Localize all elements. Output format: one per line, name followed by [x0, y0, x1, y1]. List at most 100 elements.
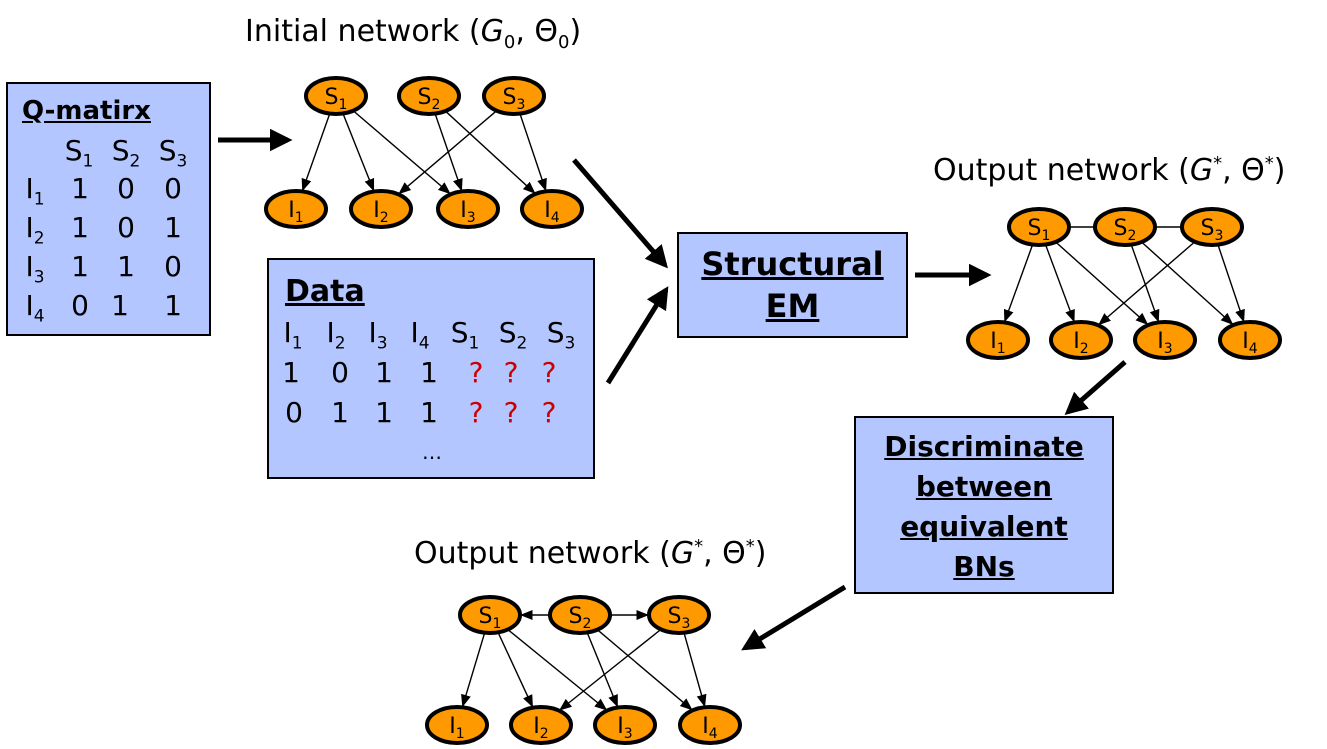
q-row-label: I4 [25, 289, 45, 327]
edge-skill-item [558, 628, 662, 712]
edge-skill-item [497, 632, 534, 708]
data-unknown: ? [468, 396, 484, 429]
q-matrix-header: Q-matirx [22, 96, 151, 126]
discriminate-box: Discriminate between equivalent BNs [854, 416, 1114, 594]
data-col: S2 [498, 316, 528, 354]
data-col: S3 [546, 316, 576, 354]
data-cell: 0 [331, 356, 349, 389]
skill-node [548, 595, 612, 635]
q-cell: 0 [71, 289, 89, 322]
data-cell: 1 [375, 396, 393, 429]
q-cell: 1 [71, 250, 89, 283]
initial-network-title: Initial network (G0, Θ0) [245, 14, 582, 53]
data-cell: 0 [285, 396, 303, 429]
edge-skill-item [596, 629, 694, 711]
q-col-s3: S3 [158, 134, 188, 172]
arrow-output-to-discriminate [1064, 360, 1127, 415]
edge-skill-item [352, 110, 452, 195]
data-cell: 1 [420, 356, 438, 389]
item-node [966, 320, 1030, 360]
edge-skill-item [683, 632, 707, 708]
item-node [678, 705, 742, 745]
skill-node [1093, 207, 1157, 247]
item-node [264, 189, 328, 229]
data-cell: 1 [331, 396, 349, 429]
data-cell: 1 [375, 356, 393, 389]
arrow-discriminate-to-final [741, 584, 847, 651]
edge-skill-item [444, 110, 537, 195]
data-box: Data I1 I2 I3 I4 S1 S2 S3 1 0 1 1 ? ? ? … [267, 258, 595, 479]
q-col-s1: S1 [64, 134, 94, 172]
q-cell: 0 [117, 211, 135, 244]
data-cell: 1 [282, 356, 300, 389]
edge-skill-item [1141, 241, 1234, 326]
item-node [425, 705, 489, 745]
discriminate-line3: equivalent [900, 510, 1068, 543]
data-col: I2 [326, 316, 346, 354]
data-col: I1 [283, 316, 303, 354]
item-node [349, 189, 413, 229]
item-node [436, 189, 500, 229]
skill-node [1180, 207, 1244, 247]
q-cell: 1 [164, 289, 182, 322]
q-cell: 1 [117, 250, 135, 283]
arrow-initial-to-em [572, 158, 668, 269]
edge-skill-item [1217, 244, 1245, 323]
data-unknown: ? [503, 396, 519, 429]
skill-node [647, 595, 711, 635]
edge-skill-item [507, 628, 608, 712]
edge-skill-item [397, 110, 498, 195]
output-network-title-right: Output network (G*, Θ*) [933, 153, 1286, 188]
q-col-s2: S2 [111, 134, 141, 172]
edge-skill-item [1044, 244, 1076, 323]
structural-em-box: Structural EM [677, 232, 908, 338]
edge-skill-item [301, 113, 331, 192]
edge-skill-item [1097, 241, 1196, 326]
data-ellipsis: … [422, 440, 442, 464]
item-node [520, 189, 584, 229]
item-node [593, 705, 657, 745]
structural-em-line2: EM [765, 287, 820, 325]
data-header: Data [285, 274, 365, 309]
q-row-label: I2 [25, 211, 45, 249]
discriminate-line2: between [915, 470, 1053, 503]
discriminate-line4: BNs [953, 550, 1015, 583]
skill-node [304, 76, 368, 116]
skill-node [397, 76, 461, 116]
edge-skill-item [342, 113, 375, 192]
output-network-title-bottom: Output network (G*, Θ*) [414, 536, 767, 571]
q-cell: 0 [117, 172, 135, 205]
data-col: S1 [450, 316, 480, 354]
data-col: I4 [410, 316, 430, 354]
q-cell: 1 [71, 211, 89, 244]
edge-skill-item [1003, 244, 1034, 323]
edge-skill-item [1130, 244, 1160, 323]
structural-em-line1: Structural [701, 245, 884, 283]
data-unknown: ? [541, 356, 557, 389]
edge-skill-item [1055, 241, 1149, 326]
data-unknown: ? [468, 356, 484, 389]
data-col: I3 [368, 316, 388, 354]
item-node [509, 705, 573, 745]
q-row-label: I1 [25, 172, 45, 210]
item-node [1218, 320, 1282, 360]
skill-node [1007, 207, 1071, 247]
q-cell: 1 [164, 211, 182, 244]
edge-skill-item [586, 632, 619, 708]
data-unknown: ? [503, 356, 519, 389]
q-cell: 0 [164, 250, 182, 283]
edge-skill-item [519, 113, 547, 192]
q-cell: 1 [71, 172, 89, 205]
data-cell: 1 [420, 396, 438, 429]
discriminate-line1: Discriminate [884, 430, 1084, 463]
skill-node [458, 595, 522, 635]
skill-node [482, 76, 546, 116]
item-node [1133, 320, 1197, 360]
q-cell: 0 [164, 172, 182, 205]
data-unknown: ? [541, 396, 557, 429]
item-node [1049, 320, 1113, 360]
